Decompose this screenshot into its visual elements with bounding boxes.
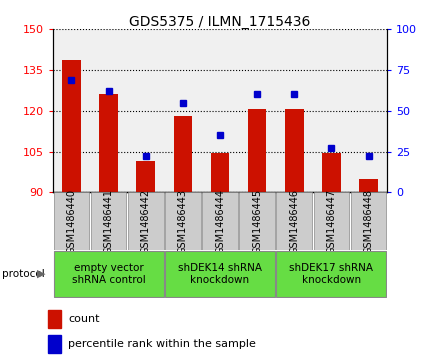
Text: percentile rank within the sample: percentile rank within the sample <box>68 339 256 349</box>
Text: GSM1486447: GSM1486447 <box>326 189 337 254</box>
FancyBboxPatch shape <box>202 192 238 250</box>
Bar <box>173 116 192 192</box>
FancyBboxPatch shape <box>276 192 312 250</box>
FancyBboxPatch shape <box>165 252 275 297</box>
Text: count: count <box>68 314 100 324</box>
Bar <box>285 109 304 192</box>
Text: shDEK14 shRNA
knockdown: shDEK14 shRNA knockdown <box>178 263 262 285</box>
Bar <box>359 179 378 192</box>
Text: ▶: ▶ <box>37 269 46 279</box>
FancyBboxPatch shape <box>128 192 164 250</box>
Text: protocol: protocol <box>2 269 45 279</box>
Text: GSM1486443: GSM1486443 <box>178 189 188 254</box>
FancyBboxPatch shape <box>54 252 164 297</box>
Text: GSM1486441: GSM1486441 <box>103 189 114 254</box>
Text: GSM1486448: GSM1486448 <box>363 189 374 254</box>
FancyBboxPatch shape <box>54 192 89 250</box>
Text: GDS5375 / ILMN_1715436: GDS5375 / ILMN_1715436 <box>129 15 311 29</box>
Bar <box>48 310 61 328</box>
Bar <box>136 161 155 192</box>
FancyBboxPatch shape <box>351 192 386 250</box>
Bar <box>248 109 267 192</box>
FancyBboxPatch shape <box>276 252 386 297</box>
Text: GSM1486442: GSM1486442 <box>141 189 150 254</box>
Text: GSM1486446: GSM1486446 <box>290 189 299 254</box>
FancyBboxPatch shape <box>239 192 275 250</box>
Bar <box>62 60 81 192</box>
Bar <box>322 153 341 192</box>
Text: GSM1486445: GSM1486445 <box>252 189 262 254</box>
FancyBboxPatch shape <box>91 192 126 250</box>
FancyBboxPatch shape <box>165 192 201 250</box>
Text: empty vector
shRNA control: empty vector shRNA control <box>72 263 145 285</box>
FancyBboxPatch shape <box>314 192 349 250</box>
Bar <box>48 335 61 353</box>
Bar <box>99 94 118 192</box>
Bar <box>211 153 229 192</box>
Text: shDEK17 shRNA
knockdown: shDEK17 shRNA knockdown <box>290 263 374 285</box>
Text: GSM1486444: GSM1486444 <box>215 189 225 254</box>
Text: GSM1486440: GSM1486440 <box>66 189 77 254</box>
